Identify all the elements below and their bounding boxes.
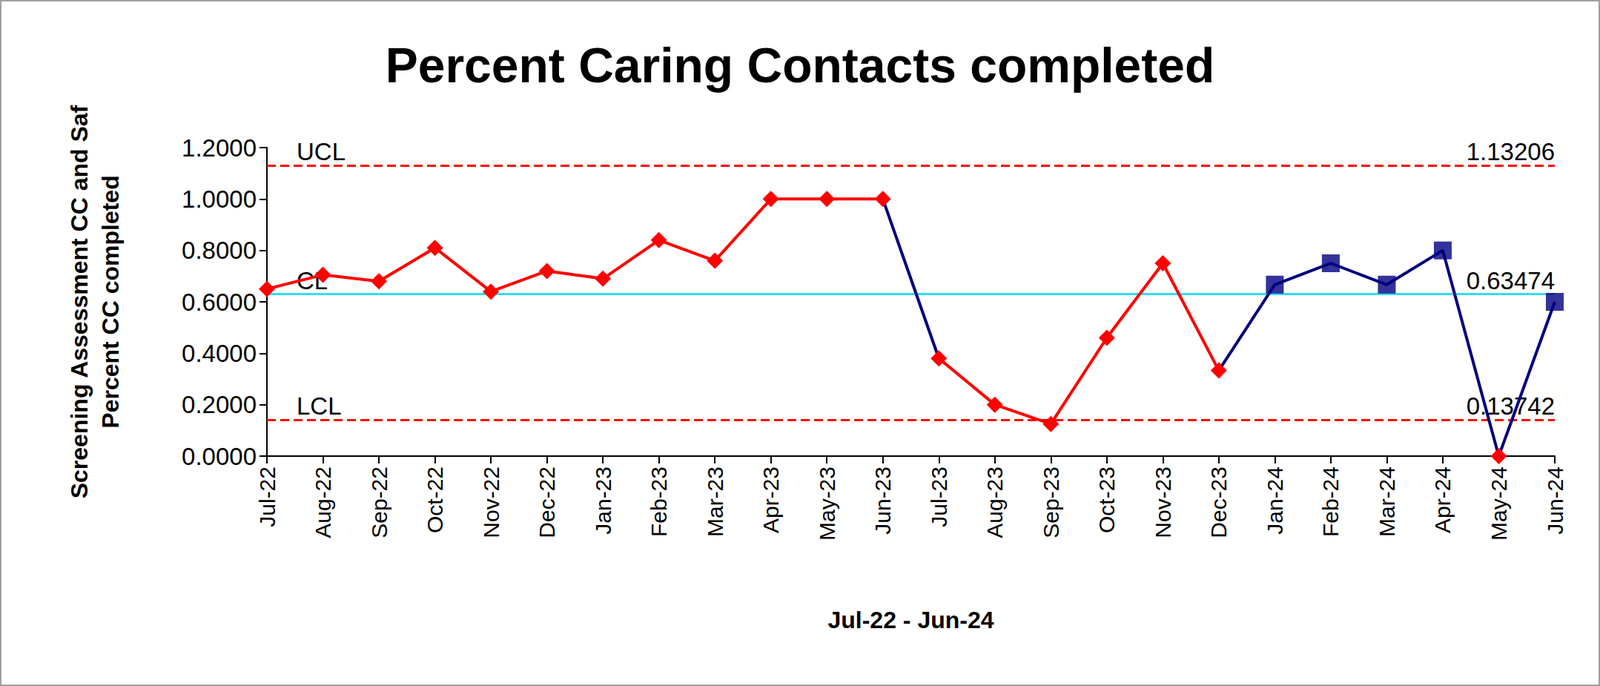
svg-text:1.13206: 1.13206 [1466, 137, 1555, 166]
svg-text:Percent Caring Contacts comple: Percent Caring Contacts completed [385, 37, 1216, 93]
svg-text:Aug-22: Aug-22 [310, 466, 336, 539]
svg-text:Percent CC completed: Percent CC completed [97, 174, 124, 428]
svg-text:0.2000: 0.2000 [181, 390, 257, 419]
svg-text:May-24: May-24 [1486, 466, 1512, 541]
svg-text:Jul-22 - Jun-24: Jul-22 - Jun-24 [827, 606, 994, 634]
svg-text:Screening Assessment CC and Sa: Screening Assessment CC and Saf [65, 104, 93, 499]
svg-text:Jan-24: Jan-24 [1262, 466, 1288, 535]
svg-text:UCL: UCL [296, 137, 346, 166]
svg-text:1.2000: 1.2000 [181, 134, 257, 162]
svg-text:Sep-22: Sep-22 [367, 466, 392, 539]
svg-text:Jul-22: Jul-22 [255, 466, 280, 528]
svg-text:May-23: May-23 [814, 466, 840, 541]
svg-text:0.8000: 0.8000 [181, 236, 257, 264]
svg-text:Mar-23: Mar-23 [702, 466, 728, 537]
svg-text:Apr-23: Apr-23 [758, 466, 783, 534]
svg-text:1.0000: 1.0000 [181, 185, 257, 213]
svg-text:CL: CL [296, 266, 328, 295]
svg-text:0.4000: 0.4000 [181, 339, 257, 368]
svg-text:Mar-24: Mar-24 [1374, 466, 1400, 537]
svg-text:Jun-23: Jun-23 [870, 466, 895, 535]
svg-text:Dec-23: Dec-23 [1206, 466, 1231, 539]
svg-text:Dec-22: Dec-22 [534, 466, 560, 539]
svg-text:Nov-23: Nov-23 [1150, 466, 1176, 539]
svg-text:Oct-22: Oct-22 [422, 466, 448, 534]
svg-text:Oct-23: Oct-23 [1094, 466, 1119, 534]
svg-text:LCL: LCL [296, 392, 342, 420]
svg-text:Feb-24: Feb-24 [1318, 466, 1343, 537]
svg-text:0.63474: 0.63474 [1466, 266, 1555, 295]
svg-text:Sep-23: Sep-23 [1038, 466, 1064, 539]
svg-text:Jul-23: Jul-23 [926, 466, 952, 528]
svg-text:Feb-23: Feb-23 [646, 466, 671, 537]
svg-text:0.13742: 0.13742 [1466, 392, 1555, 420]
svg-text:Nov-22: Nov-22 [478, 466, 504, 539]
svg-text:Apr-24: Apr-24 [1430, 466, 1455, 534]
svg-text:Aug-23: Aug-23 [982, 466, 1007, 539]
svg-text:Jan-23: Jan-23 [590, 466, 616, 535]
svg-text:Jun-24: Jun-24 [1542, 466, 1568, 535]
svg-text:0.0000: 0.0000 [181, 442, 257, 471]
svg-text:0.6000: 0.6000 [181, 288, 257, 316]
